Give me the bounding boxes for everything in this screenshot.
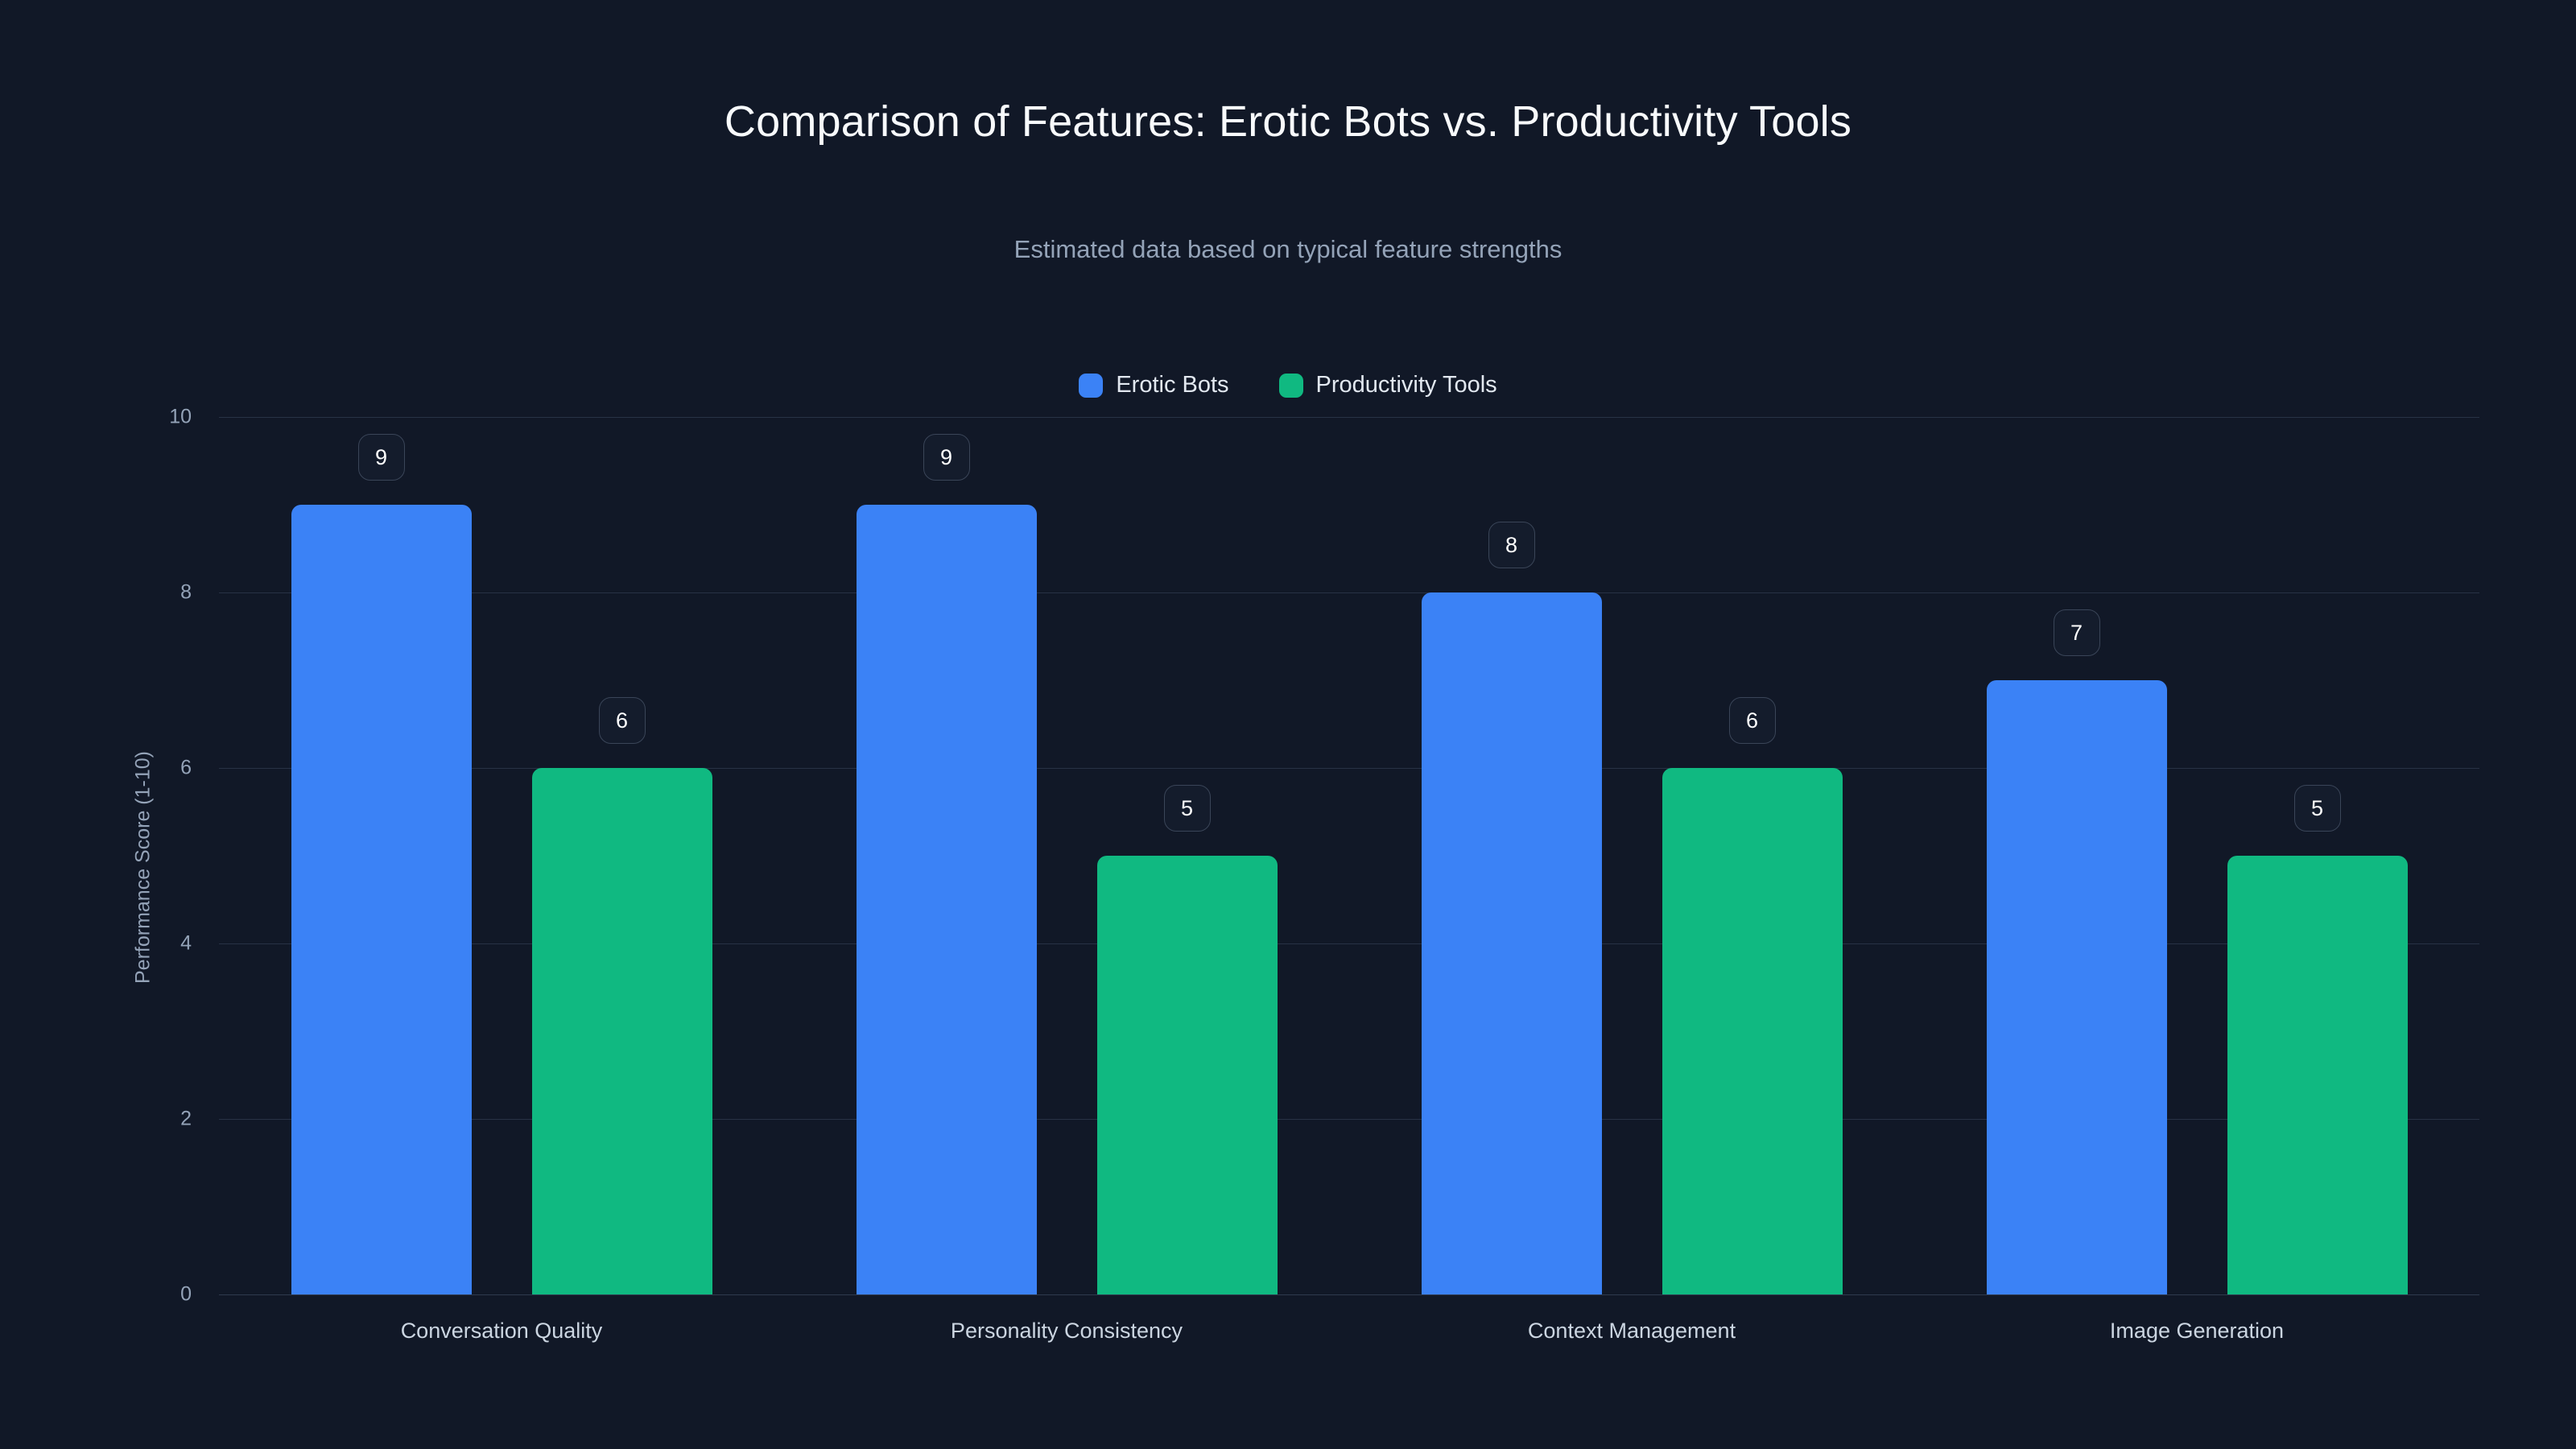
bar-value-label: 9: [357, 434, 405, 481]
bar[interactable]: [1662, 768, 1843, 1294]
y-axis-tick-label: 8: [180, 580, 192, 604]
y-axis-title: Performance Score (1-10): [131, 751, 155, 985]
plot-area: 9 6 9 5 8 6 7 5: [219, 417, 2479, 1295]
y-axis-tick-label: 10: [169, 405, 192, 428]
x-axis-tick-label: Conversation Quality: [400, 1319, 603, 1343]
bar[interactable]: [1096, 856, 1278, 1294]
y-axis-tick-label: 4: [180, 931, 192, 955]
bar-value-label: 7: [2053, 609, 2100, 656]
legend-item-1[interactable]: Productivity Tools: [1278, 372, 1497, 398]
gridline: [219, 943, 2479, 944]
y-axis-tick-label: 2: [180, 1107, 192, 1130]
y-axis-tick-label: 0: [180, 1282, 192, 1306]
chart-subtitle: Estimated data based on typical feature …: [1013, 235, 1563, 263]
legend-item-label: Productivity Tools: [1315, 372, 1497, 398]
gridline: [219, 1119, 2479, 1120]
bar[interactable]: [531, 768, 712, 1294]
bar-value-label: 8: [1488, 522, 1535, 568]
x-axis-tick-label: Image Generation: [2109, 1319, 2285, 1343]
bar-value-label: 5: [2293, 785, 2341, 832]
bar-value-label: 5: [1163, 785, 1211, 832]
gridline: [219, 1294, 2479, 1295]
gridline: [219, 768, 2479, 769]
legend-swatch-icon: [1278, 373, 1303, 398]
gridline: [219, 592, 2479, 593]
chart-title: Comparison of Features: Erotic Bots vs. …: [724, 97, 1852, 146]
y-axis-tick-label: 6: [180, 756, 192, 779]
x-axis-tick-label: Context Management: [1527, 1319, 1736, 1343]
bar-value-label: 6: [598, 697, 646, 744]
bar[interactable]: [291, 505, 472, 1294]
legend-swatch-icon: [1079, 373, 1104, 398]
chart-legend: Erotic Bots Productivity Tools: [0, 372, 2576, 398]
x-axis-tick-label: Personality Consistency: [950, 1319, 1183, 1343]
bar-value-label: 6: [1728, 697, 1776, 744]
bar[interactable]: [1421, 592, 1602, 1294]
bar-value-label: 9: [923, 434, 970, 481]
bar[interactable]: [1986, 680, 2167, 1294]
legend-item-0[interactable]: Erotic Bots: [1079, 372, 1229, 398]
legend-item-label: Erotic Bots: [1116, 372, 1229, 398]
bar[interactable]: [2227, 856, 2408, 1294]
gridline: [219, 417, 2479, 418]
bar[interactable]: [856, 505, 1037, 1294]
